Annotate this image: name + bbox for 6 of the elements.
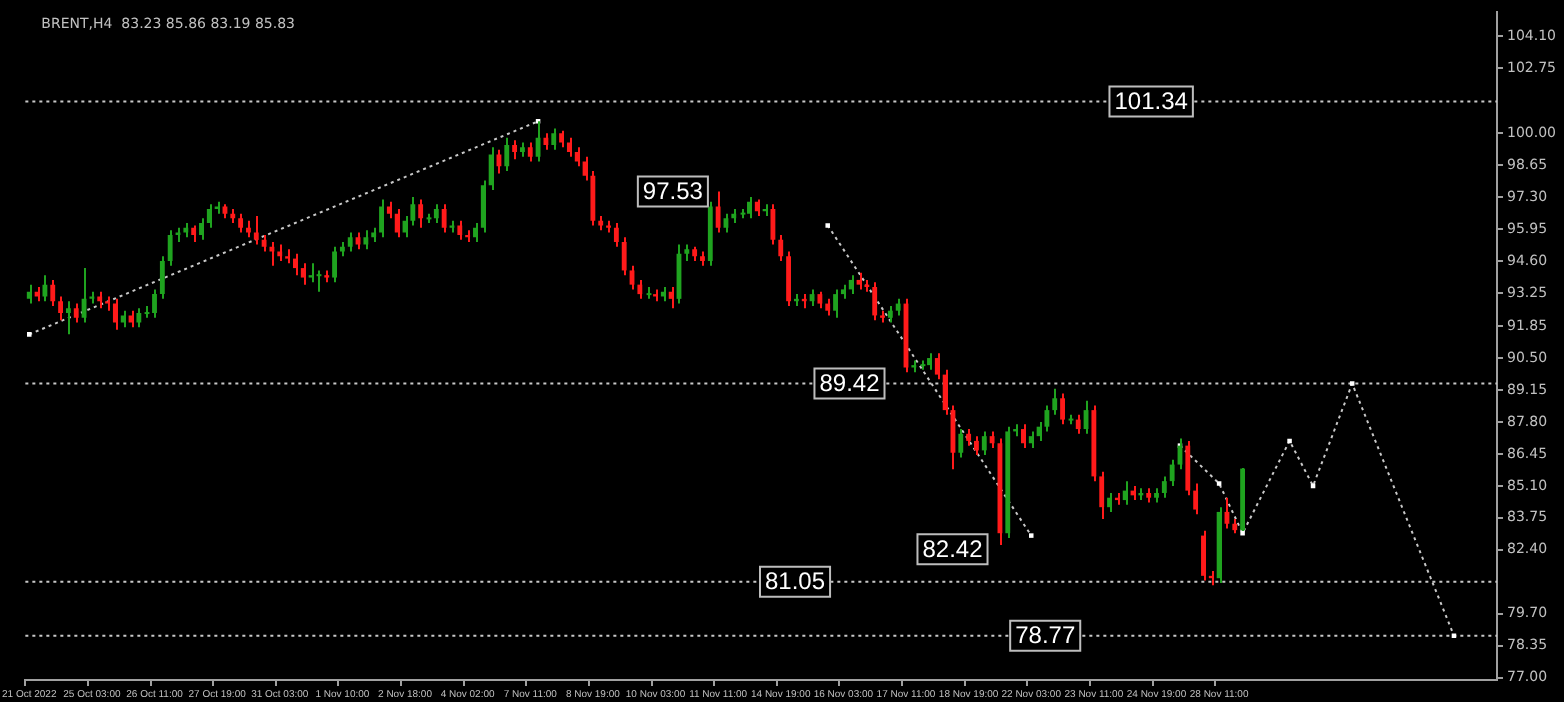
ref-line-label: 89.42 xyxy=(819,369,881,398)
ref-line-label: 78.77 xyxy=(1015,621,1076,650)
ref-line-label: 101.34 xyxy=(1114,87,1189,116)
annotation: 82.42 xyxy=(922,534,984,563)
ref-line-label: 81.05 xyxy=(765,567,826,596)
annotation: 97.53 xyxy=(642,177,704,206)
